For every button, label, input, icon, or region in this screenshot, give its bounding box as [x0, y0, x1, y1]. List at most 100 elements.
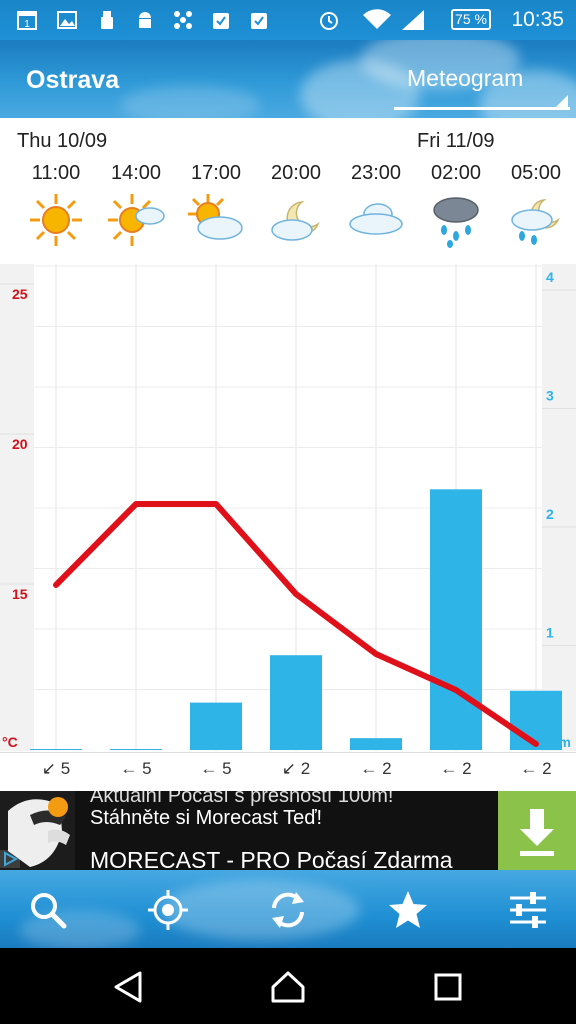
app-header: Ostrava Meteogram [0, 40, 576, 118]
moon-rain-icon [511, 198, 560, 245]
precipitation-bar [270, 655, 322, 750]
download-icon [520, 809, 554, 856]
wind-cell: ← 5 [96, 759, 176, 779]
wind-speed: 2 [300, 759, 311, 778]
temperature-tick-label: 25 [12, 286, 28, 302]
ad-app-logo[interactable] [0, 791, 75, 870]
gallery-icon [57, 11, 77, 29]
precipitation-tick-label: 3 [546, 388, 554, 404]
wind-direction-icon: ← [440, 759, 458, 778]
wind-direction-icon: ← [520, 759, 538, 778]
locate-icon[interactable] [146, 888, 190, 932]
wind-cell: ← 2 [416, 759, 496, 779]
clipboard-check-icon [251, 13, 267, 29]
time-label: 11:00 [31, 162, 81, 184]
forecast-dates: Thu 10/09 Fri 11/09 [0, 130, 576, 154]
usb-icon [101, 11, 113, 29]
battery-indicator: 75 % [451, 9, 491, 30]
ad-text-line: Stáhněte si Morecast Teď! [90, 807, 323, 829]
time-label: 17:00 [190, 162, 242, 184]
wind-row: ↙ 5 ← 5 ← 5 ↙ 2 ← 2 ← 2 ← 2 [0, 752, 576, 787]
dropdown-corner-icon [556, 95, 568, 107]
wind-cell: ↙ 5 [16, 759, 96, 779]
app-icon [174, 11, 192, 29]
precipitation-bar [430, 489, 482, 750]
temperature-line [53, 501, 539, 747]
sunny-icon [30, 194, 82, 246]
signal-icon [402, 10, 424, 30]
wind-cell: ← 5 [176, 759, 256, 779]
temperature-tick-label: 20 [12, 436, 28, 452]
clipboard-check-icon [213, 13, 229, 29]
wifi-icon [363, 9, 391, 29]
settings-sliders-icon[interactable] [506, 888, 550, 932]
status-bar: 1 75 % 10:35 [0, 0, 576, 40]
sun-cloud-icon [108, 194, 165, 246]
precipitation-tick-label: 1 [546, 625, 554, 641]
time-label: 23:00 [350, 162, 402, 184]
recents-icon[interactable] [428, 970, 468, 1004]
clock: 10:35 [511, 8, 564, 31]
wind-speed: 5 [60, 759, 71, 778]
left-axis-band [0, 264, 34, 751]
wind-direction-icon: ← [360, 759, 378, 778]
precipitation-bar [350, 738, 402, 750]
precipitation-tick-label: 2 [546, 506, 554, 522]
temperature-tick-label: 15 [12, 586, 28, 602]
time-label: 20:00 [270, 162, 322, 184]
wind-cell: ↙ 2 [256, 759, 336, 779]
precipitation-bar [190, 702, 242, 750]
wind-direction-icon: ↙ [41, 759, 57, 778]
temperature-unit-label: °C [2, 734, 18, 750]
search-icon[interactable] [26, 888, 70, 932]
time-label: 02:00 [430, 162, 482, 184]
view-selector-meteogram[interactable]: Meteogram [394, 62, 570, 110]
calendar-icon: 1 [17, 11, 37, 30]
bottom-toolbar [0, 870, 576, 948]
date-label: Thu 10/09 [17, 130, 108, 152]
right-axis-band [542, 264, 576, 751]
back-icon[interactable] [108, 970, 148, 1004]
partly-cloudy-icon [188, 194, 243, 240]
system-nav-bar [0, 948, 576, 1024]
view-selector-underline [394, 107, 570, 110]
rain-cloud-icon [433, 197, 479, 248]
ad-title: MORECAST - PRO Počasí Zdarma [90, 847, 453, 870]
cloudy-icon [349, 203, 403, 235]
precipitation-unit-label: mm [546, 734, 571, 750]
precipitation-bar [30, 749, 82, 750]
wind-direction-icon: ← [120, 759, 138, 778]
view-selector-label: Meteogram [407, 65, 524, 91]
precipitation-bar [510, 690, 562, 750]
time-label: 14:00 [110, 162, 162, 184]
refresh-icon[interactable] [266, 888, 310, 932]
meteogram-chart: 15 20 25 1 2 3 4 °C mm [0, 264, 576, 751]
temperature-axis: 15 20 25 [0, 283, 34, 602]
svg-text:1: 1 [24, 19, 30, 30]
morecast-logo-icon [8, 797, 70, 867]
time-label: 05:00 [510, 162, 562, 184]
precipitation-bar [110, 749, 162, 750]
precipitation-bars [30, 489, 562, 750]
home-icon[interactable] [268, 970, 308, 1004]
city-title[interactable]: Ostrava [26, 66, 120, 94]
wind-cell: ← 2 [496, 759, 576, 779]
wind-speed: 2 [542, 759, 552, 778]
wind-direction-icon: ↙ [281, 759, 297, 778]
alarm-icon [320, 12, 338, 30]
moon-cloud-icon [271, 201, 320, 241]
wind-speed: 2 [462, 759, 472, 778]
star-icon[interactable] [386, 888, 430, 932]
wind-speed: 2 [382, 759, 392, 778]
precipitation-axis: 1 2 3 4 [542, 269, 576, 646]
ad-download-button[interactable] [498, 791, 576, 870]
wind-direction-icon: ← [200, 759, 218, 778]
ad-choices-icon[interactable] [0, 850, 20, 868]
wind-cell: ← 2 [336, 759, 416, 779]
wind-speed: 5 [222, 759, 232, 778]
wind-speed: 5 [142, 759, 152, 778]
ad-banner[interactable]: Aktuální Počasí s přesností 100m! Stáhně… [0, 791, 576, 870]
forecast-times: 11:00 14:00 17:00 20:00 23:00 02:00 05:0… [0, 162, 576, 188]
forecast-icons [0, 190, 576, 254]
ad-text-line: Aktuální Počasí s přesností 100m! [90, 791, 394, 807]
